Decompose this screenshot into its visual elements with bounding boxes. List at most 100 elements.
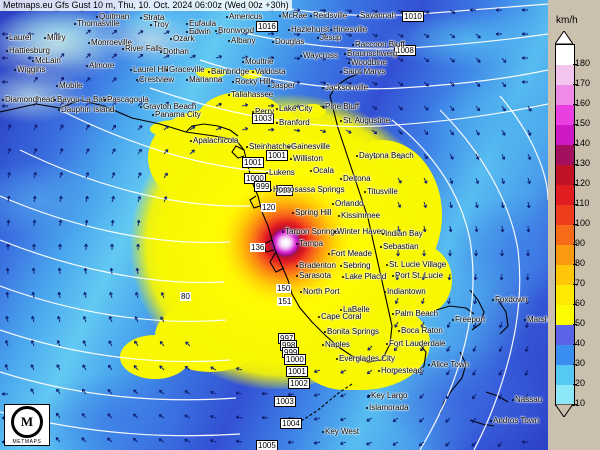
- isobar-label: 1001: [286, 366, 308, 377]
- city-label-text: Branford: [279, 118, 310, 127]
- city-dot-icon: [322, 343, 324, 346]
- city-label-text: Cape Coral: [321, 312, 362, 321]
- city-label-text: LaBelle: [343, 305, 370, 314]
- city-label: Jesup: [317, 34, 341, 42]
- city-label: Crestview: [136, 76, 174, 84]
- city-dot-icon: [186, 78, 188, 81]
- city-label-text: Bronwood: [218, 26, 255, 35]
- legend-tick-label: 180: [575, 58, 591, 68]
- city-label: Marsh Harbour: [524, 316, 548, 324]
- city-dot-icon: [215, 29, 217, 32]
- city-dot-icon: [140, 105, 142, 108]
- city-dot-icon: [86, 64, 88, 67]
- legend-tick-label: 160: [575, 98, 591, 108]
- city-label: Bronwood: [215, 27, 254, 35]
- legend-tick-label: 150: [575, 118, 591, 128]
- legend-swatch[interactable]: [555, 345, 575, 365]
- city-dot-icon: [392, 274, 394, 277]
- city-label-text: Laurel Hill: [133, 65, 169, 74]
- city-label: Naples: [322, 341, 350, 349]
- legend-swatch[interactable]: [555, 245, 575, 265]
- city-label: Millry: [44, 34, 66, 42]
- city-dot-icon: [342, 275, 344, 278]
- gust-contour-label: 80: [180, 292, 191, 301]
- city-label: Dauphin Island: [58, 106, 114, 114]
- city-label-text: Savannah: [360, 11, 397, 20]
- legend-swatch[interactable]: [555, 385, 575, 406]
- city-label: Panama City: [152, 111, 201, 119]
- city-label: Winter Haven: [334, 228, 385, 236]
- legend-swatch[interactable]: [555, 205, 575, 225]
- legend-swatch[interactable]: [555, 185, 575, 205]
- city-label-text: Bradenton: [299, 261, 336, 270]
- legend-swatch[interactable]: [555, 165, 575, 185]
- city-dot-icon: [104, 98, 106, 101]
- city-label-text: Key Largo: [371, 391, 408, 400]
- color-scale-legend[interactable]: km/h 180 170 160 150 140 130 120 110 100 90 80 70 60…: [548, 0, 600, 450]
- city-label-text: Edwin: [189, 27, 211, 36]
- city-label: Albany: [228, 37, 255, 45]
- city-label: Boca Raton: [398, 327, 443, 335]
- city-label-text: Troy: [153, 20, 169, 29]
- legend-swatch[interactable]: [555, 125, 575, 145]
- legend-swatch[interactable]: [555, 225, 575, 245]
- city-label-text: Palm Beach: [395, 309, 439, 318]
- city-label: Quitman: [96, 13, 129, 21]
- legend-swatch[interactable]: [555, 105, 575, 125]
- isobar-label: 1005: [256, 440, 278, 450]
- city-label-text: Almore: [89, 61, 115, 70]
- city-dot-icon: [318, 315, 320, 318]
- city-label: Nassau: [512, 396, 542, 404]
- legend-tick-mark: [573, 264, 577, 265]
- legend-swatch[interactable]: [555, 325, 575, 345]
- city-label: Eufaula: [186, 20, 216, 28]
- city-label: Lake Placid: [342, 273, 386, 281]
- city-label-text: Jesup: [320, 33, 342, 42]
- city-label: Edwin: [186, 28, 211, 36]
- legend-tick-mark: [573, 144, 577, 145]
- city-label: River Falls: [122, 45, 163, 53]
- city-dot-icon: [276, 121, 278, 124]
- city-label: Braunschweig: [344, 50, 397, 58]
- city-label-text: Crestview: [139, 75, 175, 84]
- metmaps-logo[interactable]: M METMAPS: [4, 404, 50, 446]
- legend-swatch[interactable]: [555, 85, 575, 105]
- city-dot-icon: [290, 157, 292, 160]
- legend-swatch[interactable]: [555, 305, 575, 325]
- legend-tick-mark: [573, 64, 577, 65]
- legend-swatch[interactable]: [555, 65, 575, 85]
- city-label-text: Perry: [255, 107, 275, 116]
- city-dot-icon: [386, 342, 388, 345]
- legend-tick-mark: [573, 204, 577, 205]
- city-label-text: Saint Marys: [343, 67, 386, 76]
- legend-swatch[interactable]: [555, 285, 575, 305]
- gust-contour-label: 136: [250, 243, 266, 252]
- city-label-text: Laurel: [9, 33, 32, 42]
- city-label: Wiggins: [14, 66, 45, 74]
- legend-tick-label: 20: [575, 378, 586, 388]
- city-dot-icon: [452, 318, 454, 321]
- city-label-text: Quitman: [99, 12, 130, 21]
- legend-tick-mark: [573, 324, 577, 325]
- weather-map-canvas[interactable]: 80 120 136 150 151 1016 1010 1008 1003 1…: [0, 0, 548, 450]
- legend-tick-mark: [573, 104, 577, 105]
- city-dot-icon: [292, 211, 294, 214]
- city-dot-icon: [344, 52, 346, 55]
- city-dot-icon: [268, 84, 270, 87]
- city-label: Indian Bay: [382, 230, 423, 238]
- city-label: Spring Hill: [292, 209, 331, 217]
- city-label-text: St. Augustine: [343, 116, 391, 125]
- legend-swatch[interactable]: [555, 44, 575, 65]
- city-label: Lukens: [266, 169, 295, 177]
- legend-swatch[interactable]: [555, 365, 575, 385]
- city-label: Gainesville: [288, 143, 330, 151]
- legend-swatch[interactable]: [555, 145, 575, 165]
- city-label: Sebastian: [380, 243, 419, 251]
- city-label-text: Valdosta: [255, 67, 286, 76]
- legend-color-bar[interactable]: [555, 44, 575, 406]
- city-label-text: Graceville: [169, 65, 205, 74]
- city-label: McLain: [32, 57, 61, 65]
- city-label-text: Braunschweig: [347, 49, 398, 58]
- legend-swatch[interactable]: [555, 265, 575, 285]
- city-label: Homestead: [378, 367, 422, 375]
